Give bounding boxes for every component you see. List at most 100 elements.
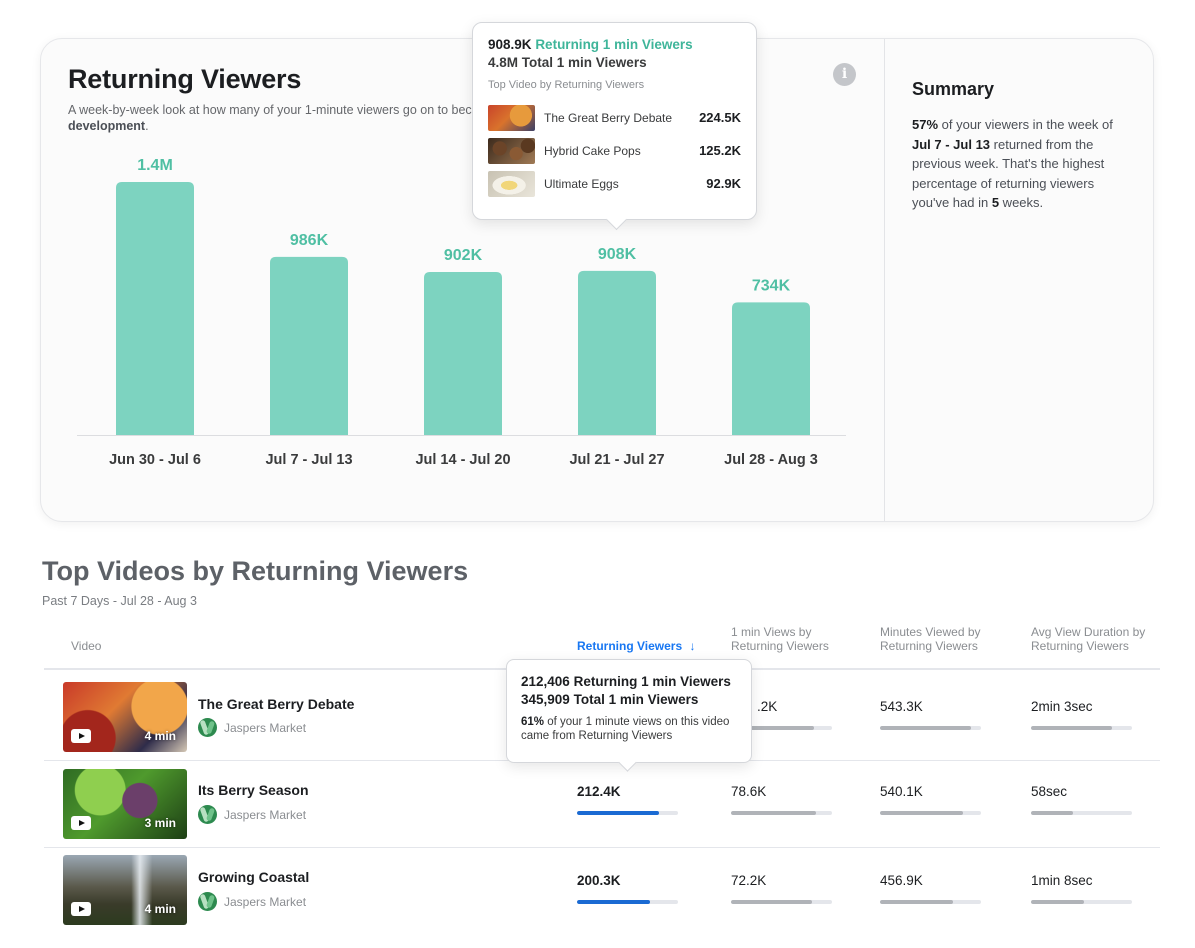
- tooltip-video-name: The Great Berry Debate: [544, 110, 673, 125]
- column-header-avg-duration[interactable]: Avg View Duration by Returning Viewers: [1031, 625, 1145, 653]
- views-bar-fill: [731, 900, 812, 904]
- summary-text: 57% of your viewers in the week of Jul 7…: [912, 115, 1125, 213]
- chart-bar[interactable]: [732, 302, 810, 435]
- returning-viewers-value: 212.4K: [577, 784, 621, 799]
- returning-viewers-bar-chart: 1.4M Jun 30 - Jul 6 986K Jul 7 - Jul 13 902K…: [77, 157, 846, 468]
- column-header-returning-label: Returning Viewers: [577, 639, 683, 653]
- table-tooltip-total-value: 345,909: [521, 692, 570, 707]
- chart-bar[interactable]: [270, 256, 348, 435]
- summary-pct: 57%: [912, 117, 939, 132]
- bar-value-label: 908K: [598, 246, 637, 263]
- table-row[interactable]: 4 min Growing Coastal Jaspers Market 200…: [0, 845, 1195, 931]
- channel-avatar: [198, 805, 217, 824]
- column-header-views-line2: Returning Viewers: [731, 639, 829, 653]
- views-bar-fill: [731, 726, 814, 730]
- cake-pops-thumb: [488, 137, 535, 164]
- summary-week: Jul 7 - Jul 13: [912, 136, 991, 152]
- column-header-views-line1: 1 min Views by: [731, 625, 812, 639]
- video-title[interactable]: The Great Berry Debate: [198, 696, 355, 712]
- table-row[interactable]: 4 min The Great Berry Debate Jaspers Mar…: [0, 672, 1195, 758]
- table-tooltip-returning-label: Returning 1 min Viewers: [573, 674, 731, 689]
- video-title[interactable]: Its Berry Season: [198, 782, 309, 798]
- avg-duration-value: 58sec: [1031, 784, 1068, 799]
- avg-duration-value: 1min 8sec: [1031, 873, 1093, 888]
- table-subtitle: Past 7 Days - Jul 28 - Aug 3: [42, 594, 197, 608]
- channel-avatar: [198, 718, 217, 737]
- minutes-bar: [880, 726, 981, 730]
- play-icon: [71, 729, 91, 743]
- card-subtitle-bold: development: [68, 119, 146, 133]
- avg-duration-bar: [1031, 811, 1132, 815]
- card-title: Returning Viewers: [68, 64, 302, 94]
- tooltip-returning: 908.9K Returning 1 min Viewers: [488, 37, 741, 52]
- tooltip-video-row[interactable]: Ultimate Eggs 92.9K: [488, 167, 741, 200]
- table-tooltip-note: 61% of your 1 minute views on this video…: [521, 715, 737, 743]
- info-icon[interactable]: i: [833, 63, 856, 86]
- summary-title: Summary: [912, 79, 995, 99]
- chart-bar[interactable]: [424, 271, 502, 435]
- x-tick-label: Jun 30 - Jul 6: [109, 452, 201, 468]
- bar-value-label: 902K: [444, 247, 483, 264]
- minutes-bar: [880, 811, 981, 815]
- chart-tooltip: 908.9K Returning 1 min Viewers 4.8M Tota…: [472, 22, 757, 220]
- tooltip-video-value: 125.2K: [699, 143, 741, 158]
- column-header-avg-line1: Avg View Duration by: [1031, 625, 1146, 639]
- minutes-bar: [880, 900, 981, 904]
- video-thumbnail[interactable]: 4 min: [63, 855, 187, 925]
- column-header-views[interactable]: 1 min Views by Returning Viewers: [731, 625, 829, 653]
- video-thumbnail[interactable]: 4 min: [63, 682, 187, 752]
- x-tick-label: Jul 21 - Jul 27: [569, 452, 664, 468]
- eggs-thumb: [488, 170, 535, 197]
- bar-value-label: 986K: [290, 232, 329, 249]
- chart-pane: 1.4M Jun 30 - Jul 6 986K Jul 7 - Jul 13 902K…: [41, 39, 884, 521]
- row-divider: [44, 847, 1160, 848]
- table-row[interactable]: 3 min Its Berry Season Jaspers Market 21…: [0, 759, 1195, 845]
- play-icon: [71, 902, 91, 916]
- tooltip-video-row[interactable]: The Great Berry Debate 224.5K: [488, 101, 741, 134]
- returning-viewers-bar-fill: [577, 900, 650, 904]
- summary-weeks: 5: [991, 195, 1000, 210]
- channel-name: Jaspers Market: [224, 721, 307, 735]
- chart-bar[interactable]: [578, 270, 656, 435]
- minutes-bar-fill: [880, 726, 971, 730]
- video-duration: 3 min: [144, 816, 176, 830]
- berries-thumb: [488, 104, 535, 131]
- table-tooltip-total-label: Total 1 min Viewers: [573, 692, 699, 707]
- video-duration: 4 min: [144, 902, 176, 916]
- views-value: 72.2K: [731, 873, 767, 888]
- arrow-down-icon: ↓: [689, 639, 696, 653]
- column-header-minutes-line1: Minutes Viewed by: [880, 625, 981, 639]
- tooltip-video-name: Ultimate Eggs: [544, 176, 619, 191]
- minutes-bar-fill: [880, 811, 963, 815]
- summary-text-1: of your viewers in the week of: [938, 117, 1113, 132]
- channel-name: Jaspers Market: [224, 808, 307, 822]
- play-icon: [71, 816, 91, 830]
- views-value: 78.6K: [731, 784, 767, 799]
- video-title[interactable]: Growing Coastal: [198, 869, 310, 885]
- tooltip-video-value: 92.9K: [706, 176, 741, 191]
- bar-value-label: 1.4M: [137, 157, 173, 174]
- minutes-value: 540.1K: [880, 784, 923, 799]
- tooltip-total: 4.8M Total 1 min Viewers: [488, 55, 741, 70]
- video-thumbnail[interactable]: 3 min: [63, 769, 187, 839]
- column-header-returning-viewers[interactable]: Returning Viewers ↓: [577, 639, 695, 653]
- views-bar: [731, 726, 832, 730]
- views-value: .2K: [757, 699, 778, 714]
- tooltip-total-value: 4.8M: [488, 55, 519, 70]
- tooltip-returning-label: Returning 1 min Viewers: [535, 37, 693, 52]
- returning-viewers-value: 200.3K: [577, 873, 621, 888]
- table-tooltip-returning: 212,406 Returning 1 min Viewers: [521, 674, 737, 689]
- chart-bar[interactable]: [116, 182, 194, 435]
- channel-avatar: [198, 892, 217, 911]
- video-duration: 4 min: [144, 729, 176, 743]
- column-header-avg-line2: Returning Viewers: [1031, 639, 1129, 653]
- column-header-video[interactable]: Video: [71, 639, 102, 653]
- card-subtitle: A week-by-week look at how many of your …: [68, 102, 488, 134]
- table-tooltip: 212,406 Returning 1 min Viewers 345,909 …: [506, 659, 752, 763]
- minutes-bar-fill: [880, 900, 953, 904]
- column-header-minutes[interactable]: Minutes Viewed by Returning Viewers: [880, 625, 981, 653]
- tooltip-video-row[interactable]: Hybrid Cake Pops 125.2K: [488, 134, 741, 167]
- tooltip-video-value: 224.5K: [699, 110, 741, 125]
- x-tick-label: Jul 7 - Jul 13: [265, 452, 352, 468]
- avg-duration-bar: [1031, 900, 1132, 904]
